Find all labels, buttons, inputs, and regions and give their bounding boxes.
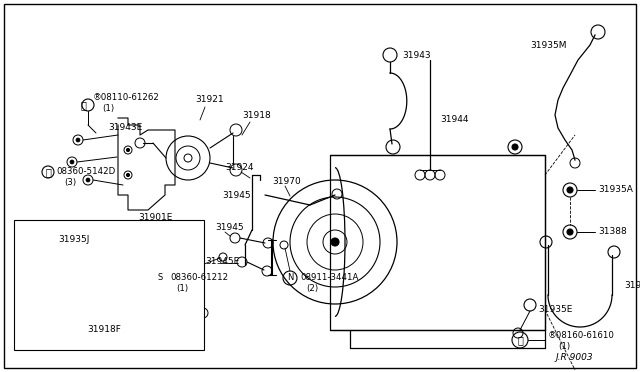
Circle shape (76, 138, 80, 142)
Text: 31935: 31935 (624, 280, 640, 289)
Text: ®08110-61262: ®08110-61262 (93, 93, 160, 102)
Text: 31921: 31921 (195, 96, 223, 105)
Text: 31945: 31945 (222, 190, 251, 199)
Text: Ⓡ: Ⓡ (517, 335, 523, 345)
Text: J.R 9003: J.R 9003 (555, 353, 593, 362)
Bar (330, 155, 545, 330)
Text: 31935E: 31935E (538, 305, 572, 314)
Text: 31935A: 31935A (598, 186, 633, 195)
Circle shape (70, 160, 74, 164)
Text: 31918F: 31918F (87, 326, 121, 334)
Text: (1): (1) (102, 105, 114, 113)
Text: 08911-3441A: 08911-3441A (300, 273, 358, 282)
Circle shape (512, 144, 518, 150)
Circle shape (567, 229, 573, 235)
Text: 31935M: 31935M (530, 41, 566, 49)
Circle shape (331, 238, 339, 246)
Text: N: N (287, 273, 293, 282)
Text: 31935J: 31935J (58, 235, 90, 244)
Text: Ⓢ: Ⓢ (45, 167, 51, 177)
Text: (1): (1) (558, 343, 570, 352)
Text: 31388: 31388 (598, 228, 627, 237)
Circle shape (127, 148, 129, 151)
Text: S: S (157, 273, 163, 282)
Text: Ⓡ: Ⓡ (80, 100, 86, 110)
Text: 08360-61212: 08360-61212 (170, 273, 228, 282)
Text: (2): (2) (306, 285, 318, 294)
Text: 31943E: 31943E (108, 122, 142, 131)
Circle shape (567, 187, 573, 193)
Text: (3): (3) (64, 177, 76, 186)
Text: 31970: 31970 (272, 177, 301, 186)
Text: 31943: 31943 (402, 51, 431, 60)
Bar (14, 220, 204, 350)
Circle shape (127, 173, 129, 176)
Text: 31918: 31918 (242, 110, 271, 119)
Text: 31901E: 31901E (138, 214, 172, 222)
Text: 31945: 31945 (215, 224, 244, 232)
Text: (1): (1) (176, 285, 188, 294)
Text: 31945E: 31945E (205, 257, 239, 266)
Circle shape (86, 178, 90, 182)
Text: 31924: 31924 (225, 164, 253, 173)
Text: ®08160-61610: ®08160-61610 (548, 330, 615, 340)
Text: 31944: 31944 (440, 115, 468, 125)
Text: 08360-5142D: 08360-5142D (56, 167, 115, 176)
